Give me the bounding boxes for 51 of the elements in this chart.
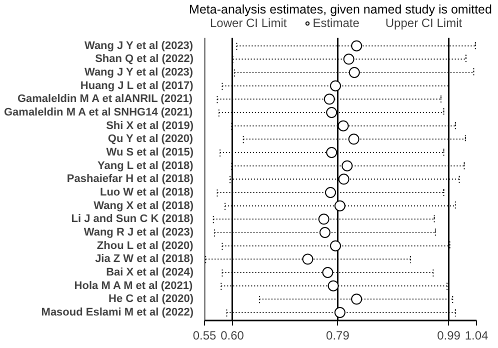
- point: [338, 120, 349, 132]
- point: [351, 40, 362, 52]
- chart-title: Meta-analysis estimates, given named study is omitted: [189, 2, 492, 16]
- point: [322, 267, 334, 278]
- point: [348, 134, 360, 145]
- y-tick-label: Luo W et al (2018): [100, 186, 194, 198]
- point: [348, 67, 360, 78]
- y-tick-label: Pashaiefar H et al (2018): [66, 173, 194, 186]
- x-tick-label: 0.99: [437, 328, 461, 342]
- point: [326, 147, 338, 158]
- text: Upper CI Limit: [385, 16, 462, 30]
- y-tick-label: Gamaleldin M A et alANRIL (2021): [17, 93, 193, 106]
- y-tick-label: Wang R J et al (2023): [84, 226, 194, 238]
- y-tick-label: Huang J L et al (2017): [80, 80, 194, 92]
- point: [319, 227, 330, 238]
- x-tick-label: 0.55: [192, 328, 217, 342]
- point: [324, 94, 335, 105]
- y-tick-label: Jia Z W et al (2018): [95, 253, 194, 266]
- point: [334, 200, 346, 212]
- point: [342, 160, 353, 172]
- point: [330, 80, 342, 92]
- point: [343, 54, 354, 65]
- x-tick-label: 0.60: [220, 328, 244, 342]
- y-tick-label: Yang L et al (2018): [98, 160, 194, 172]
- point: [302, 254, 314, 265]
- x-tick-label: 0.79: [326, 328, 350, 342]
- y-tick-label: Wang J Y et al (2023): [84, 40, 194, 52]
- y-tick-label: Wu S et al (2015): [106, 146, 194, 158]
- y-tick-label: Shan Q et al (2022): [95, 53, 194, 66]
- y-tick-label: Wang J Y et al (2023): [84, 66, 194, 78]
- y-tick-label: Qu Y et al (2020): [108, 133, 194, 146]
- y-tick-label: He C et al (2020): [108, 293, 194, 306]
- point: [326, 107, 338, 118]
- point: [328, 280, 339, 292]
- point: [351, 294, 362, 305]
- point: [318, 214, 330, 225]
- text: Lower CI Limit: [210, 16, 287, 30]
- point: [330, 240, 342, 252]
- y-tick-label: Zhou L et al (2020): [96, 240, 194, 252]
- y-tick-label: Bai X et al (2024): [106, 266, 194, 278]
- point: [325, 187, 336, 198]
- y-tick-label: Hola M A M et al (2021): [74, 280, 194, 292]
- x-tick-label: 1.04: [464, 328, 489, 342]
- point: [334, 307, 346, 318]
- y-tick-label: Shi X et al (2019): [106, 120, 194, 132]
- point: [338, 174, 350, 185]
- y-tick-label: Masoud Eslami M et al (2022): [41, 306, 194, 318]
- y-tick-label: Gamaleldin M A et al SNHG14 (2021): [4, 106, 194, 118]
- y-tick-label: Wang X et al (2018): [94, 200, 194, 212]
- y-tick-label: Li J and Sun C K (2018): [71, 213, 194, 226]
- legend-label: Estimate: [312, 16, 360, 30]
